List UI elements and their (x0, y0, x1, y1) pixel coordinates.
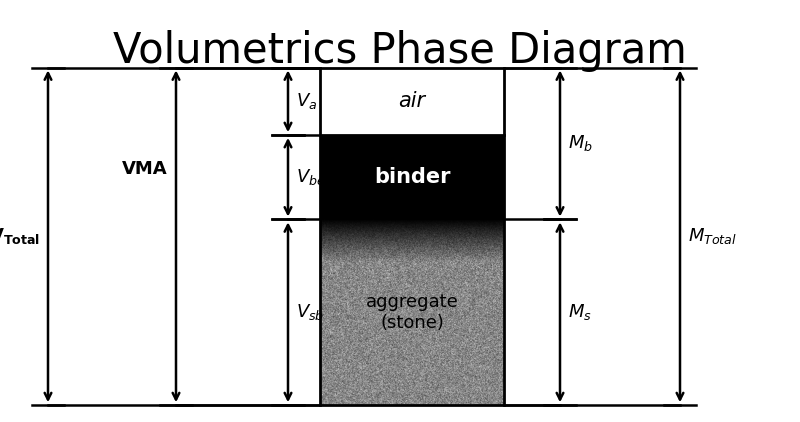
Text: $V_{be}$: $V_{be}$ (296, 167, 326, 187)
Text: binder: binder (374, 167, 450, 187)
Text: $M_s$: $M_s$ (568, 302, 592, 322)
Text: $M_b$: $M_b$ (568, 133, 593, 154)
Text: $V_a$: $V_a$ (296, 91, 318, 111)
Bar (320, 68, 504, 135)
Text: $\mathbf{V}_{\mathbf{Total}}$: $\mathbf{V}_{\mathbf{Total}}$ (0, 226, 40, 246)
Text: $M_{Total}$: $M_{Total}$ (688, 226, 737, 246)
Text: aggregate
(stone): aggregate (stone) (366, 293, 458, 332)
Text: VMA: VMA (122, 160, 168, 178)
Bar (320, 68, 504, 405)
Bar (320, 135, 504, 219)
Text: $V_{sb}$: $V_{sb}$ (296, 302, 324, 322)
Text: Volumetrics Phase Diagram: Volumetrics Phase Diagram (113, 30, 687, 72)
Text: air: air (398, 91, 426, 111)
